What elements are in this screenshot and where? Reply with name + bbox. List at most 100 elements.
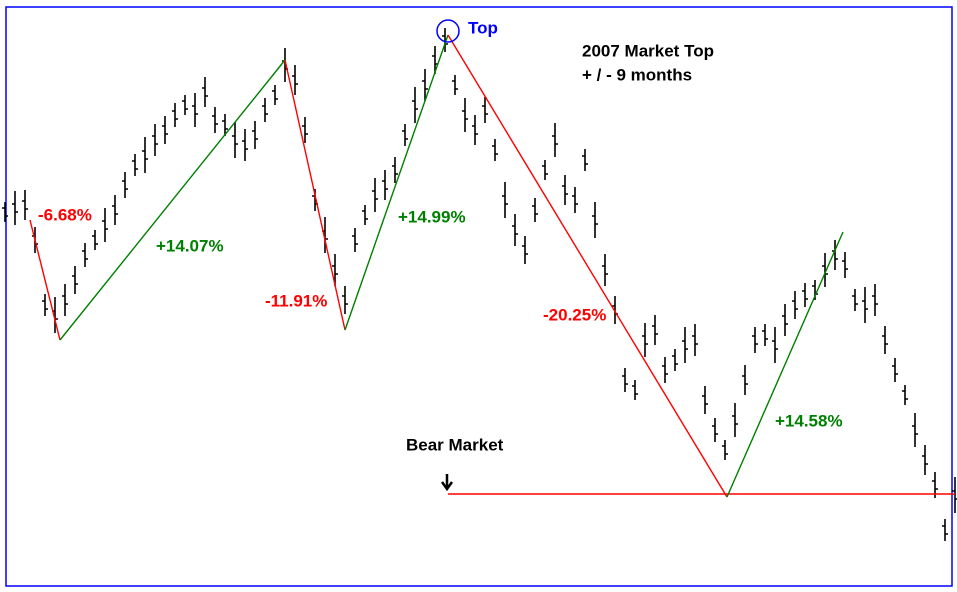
- price-bar: [542, 160, 548, 180]
- price-bar: [412, 87, 418, 123]
- price-bar: [22, 190, 28, 220]
- price-bar: [112, 195, 118, 225]
- price-bar: [672, 349, 678, 371]
- price-bar: [842, 252, 848, 278]
- price-bar: [142, 137, 148, 173]
- swing-label: +14.58%: [775, 411, 843, 430]
- price-bar: [722, 440, 728, 460]
- price-bar: [482, 97, 488, 123]
- price-bar: [2, 202, 8, 222]
- price-bar: [452, 75, 458, 95]
- price-bar: [572, 187, 578, 213]
- price-bar: [892, 358, 898, 382]
- price-bar: [202, 77, 208, 107]
- arrow: [440, 474, 454, 492]
- price-bar: [692, 324, 698, 356]
- bear-market-label: Bear Market: [406, 435, 504, 454]
- price-bar: [122, 172, 128, 198]
- price-bar: [42, 294, 48, 316]
- price-bar: [802, 283, 808, 307]
- price-bar: [222, 114, 228, 136]
- price-bar: [352, 228, 358, 252]
- price-bar: [252, 121, 258, 149]
- swing-label: +14.99%: [398, 207, 466, 226]
- price-bar: [792, 291, 798, 319]
- price-bar: [912, 413, 918, 447]
- price-bar: [922, 445, 928, 475]
- price-bar: [472, 115, 478, 145]
- price-bar: [662, 357, 668, 383]
- price-bar: [742, 365, 748, 395]
- price-bar: [422, 69, 428, 101]
- price-bar: [622, 368, 628, 392]
- top-marker: [436, 19, 460, 43]
- price-bar: [212, 107, 218, 133]
- price-bar: [582, 149, 588, 171]
- swing-leg: [29, 219, 61, 341]
- price-bar: [642, 323, 648, 357]
- price-bar: [182, 95, 188, 115]
- price-bar: [152, 124, 158, 156]
- price-bar: [132, 154, 138, 176]
- price-bar: [522, 236, 528, 264]
- price-bar: [102, 208, 108, 242]
- price-bar: [332, 254, 338, 286]
- swing-leg: [726, 231, 844, 498]
- price-bar: [392, 157, 398, 183]
- price-bar: [462, 98, 468, 132]
- price-bar: [822, 253, 828, 287]
- price-bar: [512, 214, 518, 246]
- price-bar: [632, 380, 638, 400]
- price-bar: [62, 284, 68, 316]
- price-bar: [192, 93, 198, 127]
- price-bar: [772, 327, 778, 363]
- price-bar: [872, 284, 878, 316]
- price-bar: [262, 98, 268, 122]
- price-bar: [372, 178, 378, 212]
- price-bar: [902, 385, 908, 405]
- price-bar: [12, 191, 18, 225]
- swing-label: -20.25%: [543, 305, 606, 324]
- swing-leg: [344, 34, 449, 331]
- price-bar: [172, 103, 178, 127]
- price-bar: [942, 519, 948, 541]
- price-bar: [702, 386, 708, 414]
- price-bar: [72, 266, 78, 294]
- price-bar: [432, 46, 438, 74]
- swing-label: +14.07%: [156, 236, 224, 255]
- price-bar: [652, 315, 658, 345]
- price-bar: [82, 243, 88, 267]
- price-bar: [362, 205, 368, 225]
- price-bar: [232, 122, 238, 158]
- top-label: Top: [468, 18, 498, 37]
- price-bar: [272, 85, 278, 105]
- price-bar: [162, 116, 168, 144]
- price-bar: [532, 198, 538, 222]
- price-bar: [762, 324, 768, 346]
- price-bar: [862, 287, 868, 323]
- swing-label: -6.68%: [38, 205, 92, 224]
- swing-leg: [59, 59, 286, 341]
- price-bar: [342, 286, 348, 314]
- price-bar: [682, 327, 688, 363]
- price-bar: [282, 48, 288, 82]
- price-bar: [712, 418, 718, 442]
- chart-subtitle: + / - 9 months: [582, 65, 692, 84]
- price-bar: [592, 202, 598, 238]
- chart-frame: [5, 6, 953, 587]
- price-bar: [92, 230, 98, 250]
- price-bar: [732, 403, 738, 437]
- price-bar: [242, 129, 248, 161]
- swing-label: -11.91%: [265, 291, 327, 310]
- price-bar: [752, 327, 758, 353]
- price-bar: [302, 117, 308, 143]
- chart-title: 2007 Market Top: [582, 41, 714, 60]
- price-bar: [602, 254, 608, 286]
- price-bar: [612, 296, 618, 324]
- price-bar: [782, 304, 788, 336]
- price-bar: [502, 182, 508, 218]
- price-bar: [562, 175, 568, 205]
- swing-leg: [284, 59, 346, 331]
